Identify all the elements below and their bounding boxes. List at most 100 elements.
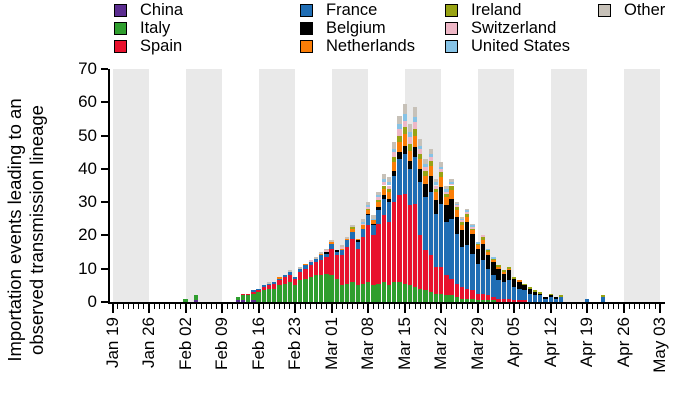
bar-segment-other [339,245,345,248]
bar-segment-france [559,297,564,302]
y-tick [101,167,108,170]
x-tick-label: Mar 22 [431,317,451,370]
legend-swatch-united-states [445,40,458,53]
bar-segment-ireland [407,143,413,151]
x-tick-label: Apr 12 [540,317,560,368]
bar-segment-italy [339,285,345,302]
bar-segment-other [287,270,293,273]
bar-segment-france [376,210,381,224]
bar-segment-netherlands [339,248,345,251]
bar-segment-france [485,268,491,296]
bar-segment-ireland [454,207,459,211]
bar-segment-belgium [397,152,402,159]
bar-segment-italy [444,295,449,302]
bar-segment-spain [345,247,350,284]
x-tick-minor [216,304,218,309]
bar-segment-other [381,173,386,179]
bar-segment-netherlands [465,217,470,223]
x-tick-minor [555,304,557,309]
bar-segment-italy [355,285,360,302]
bar-segment-united-states [407,132,413,138]
bar-segment-france [412,157,418,204]
bar-segment-spain [365,225,371,283]
x-tick-major [184,304,187,313]
bar-segment-spain [522,300,527,302]
bar-segment-italy [428,292,433,302]
x-tick-major [659,304,662,313]
bar-segment-france [355,242,360,249]
x-tick-minor [117,304,119,309]
bar-segment-belgium [532,292,538,296]
bar-segment-italy [240,295,246,301]
bar-segment-italy [485,300,491,302]
bar-segment-netherlands [439,177,444,188]
bar-segment-italy [334,278,339,302]
bar-segment-netherlands [381,188,386,196]
bar-segment-switzerland [433,185,439,189]
x-tick-minor [409,304,411,309]
x-tick-minor [247,304,249,309]
bar-segment-italy [282,283,287,302]
bar-segment-belgium [423,183,428,198]
bar-segment-united-states [418,145,423,149]
bar-segment-spain [392,202,397,283]
x-tick-minor [169,304,171,309]
bar-segment-italy [433,293,439,302]
y-tick [101,101,108,104]
bar-segment-united-states [386,182,392,186]
x-tick-minor [571,304,573,309]
legend-label-spain: Spain [140,37,183,55]
bar-segment-china [240,300,246,302]
bar-segment-china [251,300,256,302]
bar-segment-italy [392,282,397,302]
week-shading-band [185,69,223,302]
bar-segment-france [392,175,397,203]
bar-segment-belgium [334,250,339,253]
bar-segment-netherlands [470,230,475,234]
bar-segment-united-states [428,153,433,158]
legend-label-netherlands: Netherlands [326,37,415,55]
bar-segment-belgium [501,273,506,283]
bar-segment-netherlands [501,272,506,274]
x-tick-minor [284,304,286,309]
week-shading-band [112,69,150,302]
bar-segment-ireland [433,188,439,193]
x-tick-minor [581,304,583,309]
bar-segment-china [235,300,240,302]
bar-segment-belgium [371,223,376,226]
bar-segment-italy [412,287,418,302]
bar-segment-united-states [360,222,366,224]
y-tick [101,134,108,137]
bar-segment-netherlands [496,267,501,269]
bar-segment-belgium [470,233,475,254]
bar-segment-other [324,248,329,251]
bar-segment-italy [308,277,313,302]
x-tick-minor [346,304,348,309]
x-tick-minor [326,304,327,309]
x-tick-minor [472,304,474,309]
x-tick-minor [174,304,176,309]
x-tick-minor [524,304,526,309]
x-tick-minor [268,304,270,309]
bar-segment-ireland [392,157,397,163]
bar-segment-united-states [454,203,459,206]
bar-segment-other [412,107,418,118]
bar-segment-belgium [407,160,413,169]
x-tick-label: Jan 19 [102,317,122,369]
x-tick-minor [602,304,604,309]
bar-segment-belgium [365,213,371,216]
bar-segment-italy [449,295,454,302]
bar-segment-ireland [506,267,512,269]
bar-segment-italy [324,273,329,302]
bar-segment-france [491,275,496,297]
bar-segment-france [480,260,486,294]
bar-segment-other [350,225,355,228]
legend-label-united-states: United States [471,37,571,55]
bar-segment-switzerland [402,120,407,128]
y-tick-label: 40 [78,158,97,178]
x-tick-minor [190,304,192,309]
x-tick-minor [341,304,343,309]
bar-segment-spain [272,283,277,289]
bar-segment-united-states [392,148,397,153]
bar-segment-belgium [491,262,496,276]
